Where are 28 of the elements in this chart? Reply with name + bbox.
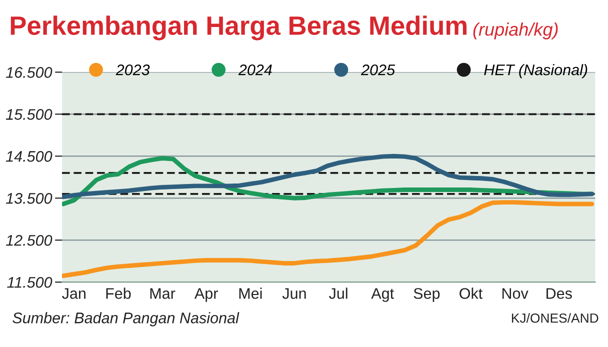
x-tick-label: Mar	[150, 288, 176, 299]
text: Sumber: Badan Pangan Nasional	[12, 312, 240, 326]
legend-label: 2023	[116, 64, 150, 76]
y-tick-label: 16.500	[6, 67, 52, 78]
y-tick-label: 13.500	[6, 193, 52, 204]
legend-label: HET (Nasional)	[484, 64, 588, 78]
x-tick-label: Feb	[106, 288, 131, 299]
chart-title: Perkembangan Harga Beras Medium	[10, 16, 467, 40]
legend-label: 2025	[360, 64, 396, 76]
y-tick-label: 14.500	[6, 151, 52, 162]
x-tick-label: Nov	[502, 288, 528, 299]
legend-label: 2024	[238, 64, 272, 76]
x-tick-label: Mei	[239, 288, 262, 299]
x-tick-label: Sep	[414, 288, 440, 302]
x-tick-label: Jan	[62, 288, 86, 299]
y-tick-label: 11.500	[7, 276, 52, 288]
x-tick-label: Jul	[329, 288, 348, 299]
y-tick-label: 15.500	[6, 109, 52, 120]
x-tick-label: Apr	[194, 288, 218, 302]
x-tick-label: Agt	[371, 288, 394, 302]
line-series	[62, 154, 594, 200]
line-series	[62, 200, 594, 278]
text: KJ/ONES/AND	[512, 313, 598, 323]
y-tick-label: 12.500	[6, 234, 52, 246]
x-tick-label: Jun	[282, 288, 306, 299]
x-tick-label: Okt	[460, 288, 483, 299]
x-tick-label: Des	[546, 288, 572, 299]
chart-subtitle: (rupiah/kg)	[473, 22, 558, 40]
